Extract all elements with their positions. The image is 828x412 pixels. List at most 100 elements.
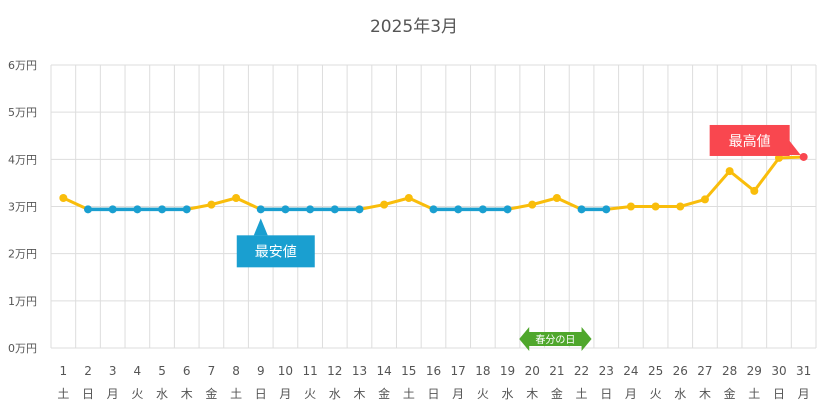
y-tick-label: 3万円 bbox=[8, 201, 37, 214]
x-tick-label: 26 bbox=[673, 364, 688, 378]
x-tick-label: 11 bbox=[302, 364, 317, 378]
x-tick-label: 15 bbox=[401, 364, 416, 378]
x-tick-label: 17 bbox=[451, 364, 466, 378]
max-callout-box bbox=[709, 124, 790, 156]
data-point bbox=[503, 205, 512, 214]
x-tick-label: 1 bbox=[60, 364, 68, 378]
data-point bbox=[725, 167, 734, 176]
x-tick-label: 13 bbox=[352, 364, 367, 378]
weekday-label: 日 bbox=[773, 387, 785, 401]
data-point bbox=[454, 205, 463, 214]
weekday-label: 土 bbox=[57, 387, 69, 401]
data-point bbox=[799, 152, 808, 161]
weekday-label: 日 bbox=[255, 387, 267, 401]
x-tick-label: 23 bbox=[599, 364, 614, 378]
weekday-label: 土 bbox=[748, 387, 760, 401]
data-point bbox=[232, 194, 241, 203]
x-tick-label: 30 bbox=[771, 364, 786, 378]
min-callout-pointer bbox=[253, 218, 268, 236]
data-point bbox=[528, 200, 537, 209]
y-tick-label: 6万円 bbox=[8, 59, 37, 72]
data-point bbox=[281, 205, 290, 214]
x-tick-label: 6 bbox=[183, 364, 191, 378]
x-tick-label: 29 bbox=[747, 364, 762, 378]
x-tick-label: 9 bbox=[257, 364, 265, 378]
data-point bbox=[182, 205, 191, 214]
holiday-label: 春分の日 bbox=[535, 334, 575, 346]
data-point bbox=[577, 205, 586, 214]
weekday-label: 水 bbox=[674, 387, 686, 401]
x-tick-label: 18 bbox=[475, 364, 490, 378]
weekday-label: 金 bbox=[724, 386, 736, 401]
weekday-label: 水 bbox=[502, 387, 514, 401]
x-tick-label: 5 bbox=[158, 364, 166, 378]
data-point bbox=[207, 200, 216, 209]
y-tick-label: 0万円 bbox=[8, 342, 37, 355]
data-point bbox=[133, 205, 142, 214]
weekday-label: 金 bbox=[378, 386, 390, 401]
x-tick-label: 8 bbox=[232, 364, 240, 378]
weekday-label: 月 bbox=[798, 387, 810, 401]
weekday-label: 火 bbox=[477, 387, 489, 401]
weekday-label: 水 bbox=[156, 387, 168, 401]
data-point bbox=[429, 205, 438, 214]
x-tick-label: 10 bbox=[278, 364, 293, 378]
x-tick-label: 2 bbox=[84, 364, 92, 378]
x-tick-label: 27 bbox=[697, 364, 712, 378]
chart-title: 2025年3月 bbox=[370, 17, 458, 37]
weekday-label: 土 bbox=[403, 387, 415, 401]
data-point bbox=[552, 194, 561, 203]
x-tick-label: 28 bbox=[722, 364, 737, 378]
max-callout-label: 最高値 bbox=[729, 133, 771, 150]
data-point bbox=[108, 205, 117, 214]
data-point bbox=[158, 205, 167, 214]
weekday-label: 月 bbox=[107, 387, 119, 401]
data-point bbox=[651, 202, 660, 211]
x-tick-label: 21 bbox=[549, 364, 564, 378]
weekday-label: 火 bbox=[131, 387, 143, 401]
data-point bbox=[750, 186, 759, 195]
data-point bbox=[59, 194, 68, 203]
min-callout-label: 最安値 bbox=[255, 244, 297, 260]
weekday-label: 日 bbox=[82, 387, 94, 401]
x-tick-label: 16 bbox=[426, 364, 441, 378]
data-point bbox=[626, 202, 635, 211]
data-point bbox=[306, 205, 315, 214]
data-point bbox=[676, 202, 685, 211]
x-tick-label: 14 bbox=[377, 364, 392, 378]
weekday-label: 火 bbox=[304, 387, 316, 401]
weekday-label: 土 bbox=[576, 387, 588, 401]
weekday-label: 月 bbox=[452, 387, 464, 401]
x-tick-label: 31 bbox=[796, 364, 811, 378]
weekday-label: 日 bbox=[600, 387, 612, 401]
y-tick-label: 5万円 bbox=[8, 106, 37, 119]
x-tick-label: 19 bbox=[500, 364, 515, 378]
weekday-label: 月 bbox=[625, 387, 637, 401]
weekday-label: 金 bbox=[551, 386, 563, 401]
x-tick-label: 12 bbox=[327, 364, 342, 378]
x-tick-label: 3 bbox=[109, 364, 117, 378]
data-point bbox=[404, 194, 413, 203]
weekday-label: 月 bbox=[279, 387, 291, 401]
weekday-label: 木 bbox=[526, 387, 538, 401]
data-point bbox=[380, 200, 389, 209]
weekday-label: 木 bbox=[353, 387, 365, 401]
data-point bbox=[84, 205, 93, 214]
x-tick-label: 24 bbox=[623, 364, 638, 378]
y-tick-label: 2万円 bbox=[8, 248, 37, 261]
data-point bbox=[700, 195, 709, 204]
data-point bbox=[478, 205, 487, 214]
weekday-label: 日 bbox=[427, 387, 439, 401]
x-tick-label: 7 bbox=[208, 364, 216, 378]
data-point bbox=[355, 205, 364, 214]
weekday-label: 火 bbox=[650, 387, 662, 401]
x-tick-label: 25 bbox=[648, 364, 663, 378]
y-tick-label: 4万円 bbox=[8, 153, 37, 166]
min-callout-box bbox=[236, 235, 315, 268]
weekday-label: 金 bbox=[205, 386, 217, 401]
holiday-arrow bbox=[519, 327, 592, 351]
weekday-label: 土 bbox=[230, 387, 242, 401]
data-point bbox=[330, 205, 339, 214]
